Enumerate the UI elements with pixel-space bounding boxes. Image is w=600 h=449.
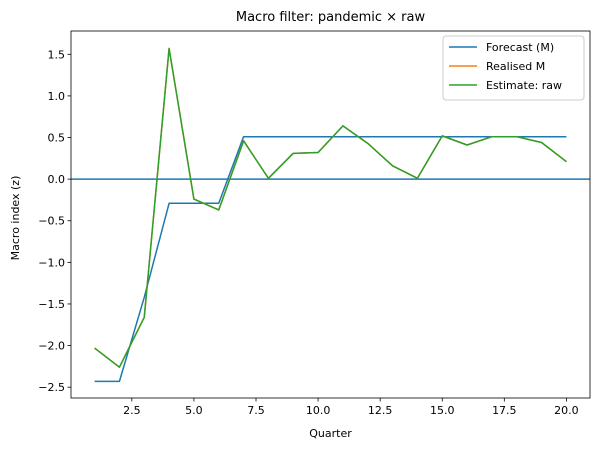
series-line-3 xyxy=(94,47,567,368)
legend-label: Realised M xyxy=(486,60,545,73)
y-tick-label: 0.0 xyxy=(48,173,66,186)
y-tick-label: −1.0 xyxy=(38,256,65,269)
chart-title: Macro filter: pandemic × raw xyxy=(236,10,426,25)
legend-box xyxy=(442,35,585,101)
x-tick-label: 10.0 xyxy=(306,404,331,417)
x-axis-label: Quarter xyxy=(309,427,352,440)
y-tick-label: 1.5 xyxy=(48,48,66,61)
x-tick-label: 5.0 xyxy=(185,404,203,417)
x-tick-label: 17.5 xyxy=(492,404,517,417)
axes-frame xyxy=(70,30,591,399)
series-line-1 xyxy=(94,135,567,383)
y-tick-label: −2.0 xyxy=(38,340,65,353)
plot-area xyxy=(70,30,591,399)
y-tick-label: −2.5 xyxy=(38,381,65,394)
y-tick-label: 1.0 xyxy=(48,90,66,103)
x-tick-label: 15.0 xyxy=(430,404,455,417)
y-axis-label: Macro index (z) xyxy=(9,176,22,261)
legend-label: Estimate: raw xyxy=(486,79,562,92)
legend-label: Forecast (M) xyxy=(486,41,554,54)
y-tick-label: 0.5 xyxy=(48,132,66,145)
x-tick-label: 20.0 xyxy=(554,404,579,417)
x-tick-label: 7.5 xyxy=(247,404,265,417)
axes-ticks: 2.5 5.0 7.5 10.0 12.5 15.0 17.5 20.0 −2.5 −2.0 −1.… xyxy=(38,48,578,417)
y-tick-label: −0.5 xyxy=(38,215,65,228)
legend: Forecast (M) Realised M Estimate: raw xyxy=(442,35,585,101)
x-tick-label: 12.5 xyxy=(368,404,393,417)
y-tick-label: −1.5 xyxy=(38,298,65,311)
x-tick-label: 2.5 xyxy=(123,404,141,417)
